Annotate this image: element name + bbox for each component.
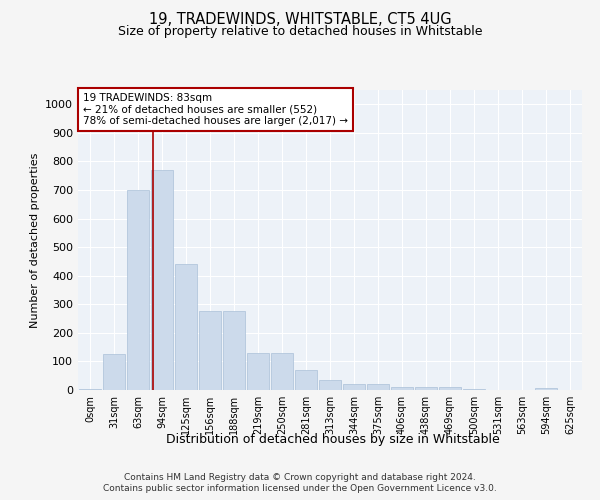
Bar (535, 388, 557, 390)
Bar (151, 170, 173, 390)
Bar (175, 264, 197, 390)
Text: 19, TRADEWINDS, WHITSTABLE, CT5 4UG: 19, TRADEWINDS, WHITSTABLE, CT5 4UG (149, 12, 451, 28)
Bar (79, 388, 101, 390)
Y-axis label: Number of detached properties: Number of detached properties (29, 152, 40, 328)
Bar (199, 312, 221, 390)
Text: Contains public sector information licensed under the Open Government Licence v3: Contains public sector information licen… (103, 484, 497, 493)
Bar (343, 384, 365, 390)
Bar (247, 353, 269, 390)
Text: 19 TRADEWINDS: 83sqm
← 21% of detached houses are smaller (552)
78% of semi-deta: 19 TRADEWINDS: 83sqm ← 21% of detached h… (83, 93, 348, 126)
Bar (103, 354, 125, 390)
Bar (223, 312, 245, 390)
Bar (127, 190, 149, 390)
Bar (367, 384, 389, 390)
Text: Size of property relative to detached houses in Whitstable: Size of property relative to detached ho… (118, 25, 482, 38)
Bar (319, 380, 341, 390)
Bar (439, 387, 461, 390)
Bar (271, 353, 293, 390)
Bar (415, 387, 437, 390)
Text: Contains HM Land Registry data © Crown copyright and database right 2024.: Contains HM Land Registry data © Crown c… (124, 472, 476, 482)
Bar (295, 370, 317, 390)
Bar (463, 388, 485, 390)
Bar (391, 387, 413, 390)
Text: Distribution of detached houses by size in Whitstable: Distribution of detached houses by size … (166, 432, 500, 446)
